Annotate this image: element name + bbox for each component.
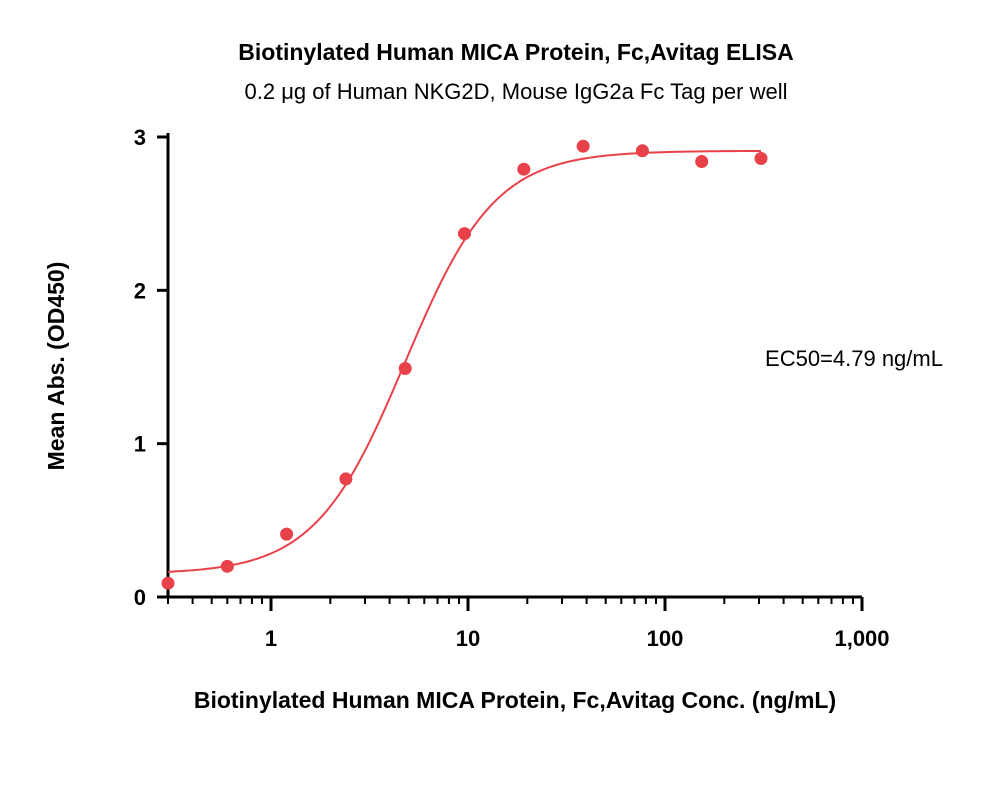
axes xyxy=(166,133,862,599)
y-tick-label: 3 xyxy=(134,125,146,150)
data-point xyxy=(635,144,649,158)
data-point xyxy=(754,151,768,165)
x-minor-ticks xyxy=(167,597,854,604)
x-tick-label: 100 xyxy=(647,626,684,651)
data-point xyxy=(220,559,234,573)
x-ticks: 1 10 100 1,000 xyxy=(265,597,890,651)
x-tick-label: 10 xyxy=(456,626,480,651)
data-point xyxy=(695,155,709,169)
y-tick-label: 0 xyxy=(134,585,146,610)
x-tick-label: 1,000 xyxy=(834,626,889,651)
ec50-annotation: EC50=4.79 ng/mL xyxy=(765,346,943,371)
fit-curve xyxy=(167,149,762,573)
y-ticks: 0 1 2 3 xyxy=(134,125,168,610)
data-point xyxy=(280,527,294,541)
y-tick-label: 2 xyxy=(134,278,146,303)
chart-subtitle: 0.2 μg of Human NKG2D, Mouse IgG2a Fc Ta… xyxy=(245,79,788,104)
data-point xyxy=(161,576,175,590)
data-point xyxy=(458,227,472,241)
data-point xyxy=(517,162,531,176)
y-tick-label: 1 xyxy=(134,432,146,457)
data-points xyxy=(161,139,768,590)
x-tick-label: 1 xyxy=(265,626,277,651)
data-point xyxy=(576,139,590,153)
chart-title: Biotinylated Human MICA Protein, Fc,Avit… xyxy=(238,39,793,65)
y-axis-title: Mean Abs. (OD450) xyxy=(43,262,69,471)
data-point xyxy=(339,472,353,486)
x-axis-title: Biotinylated Human MICA Protein, Fc,Avit… xyxy=(194,687,836,713)
data-point xyxy=(398,362,412,376)
